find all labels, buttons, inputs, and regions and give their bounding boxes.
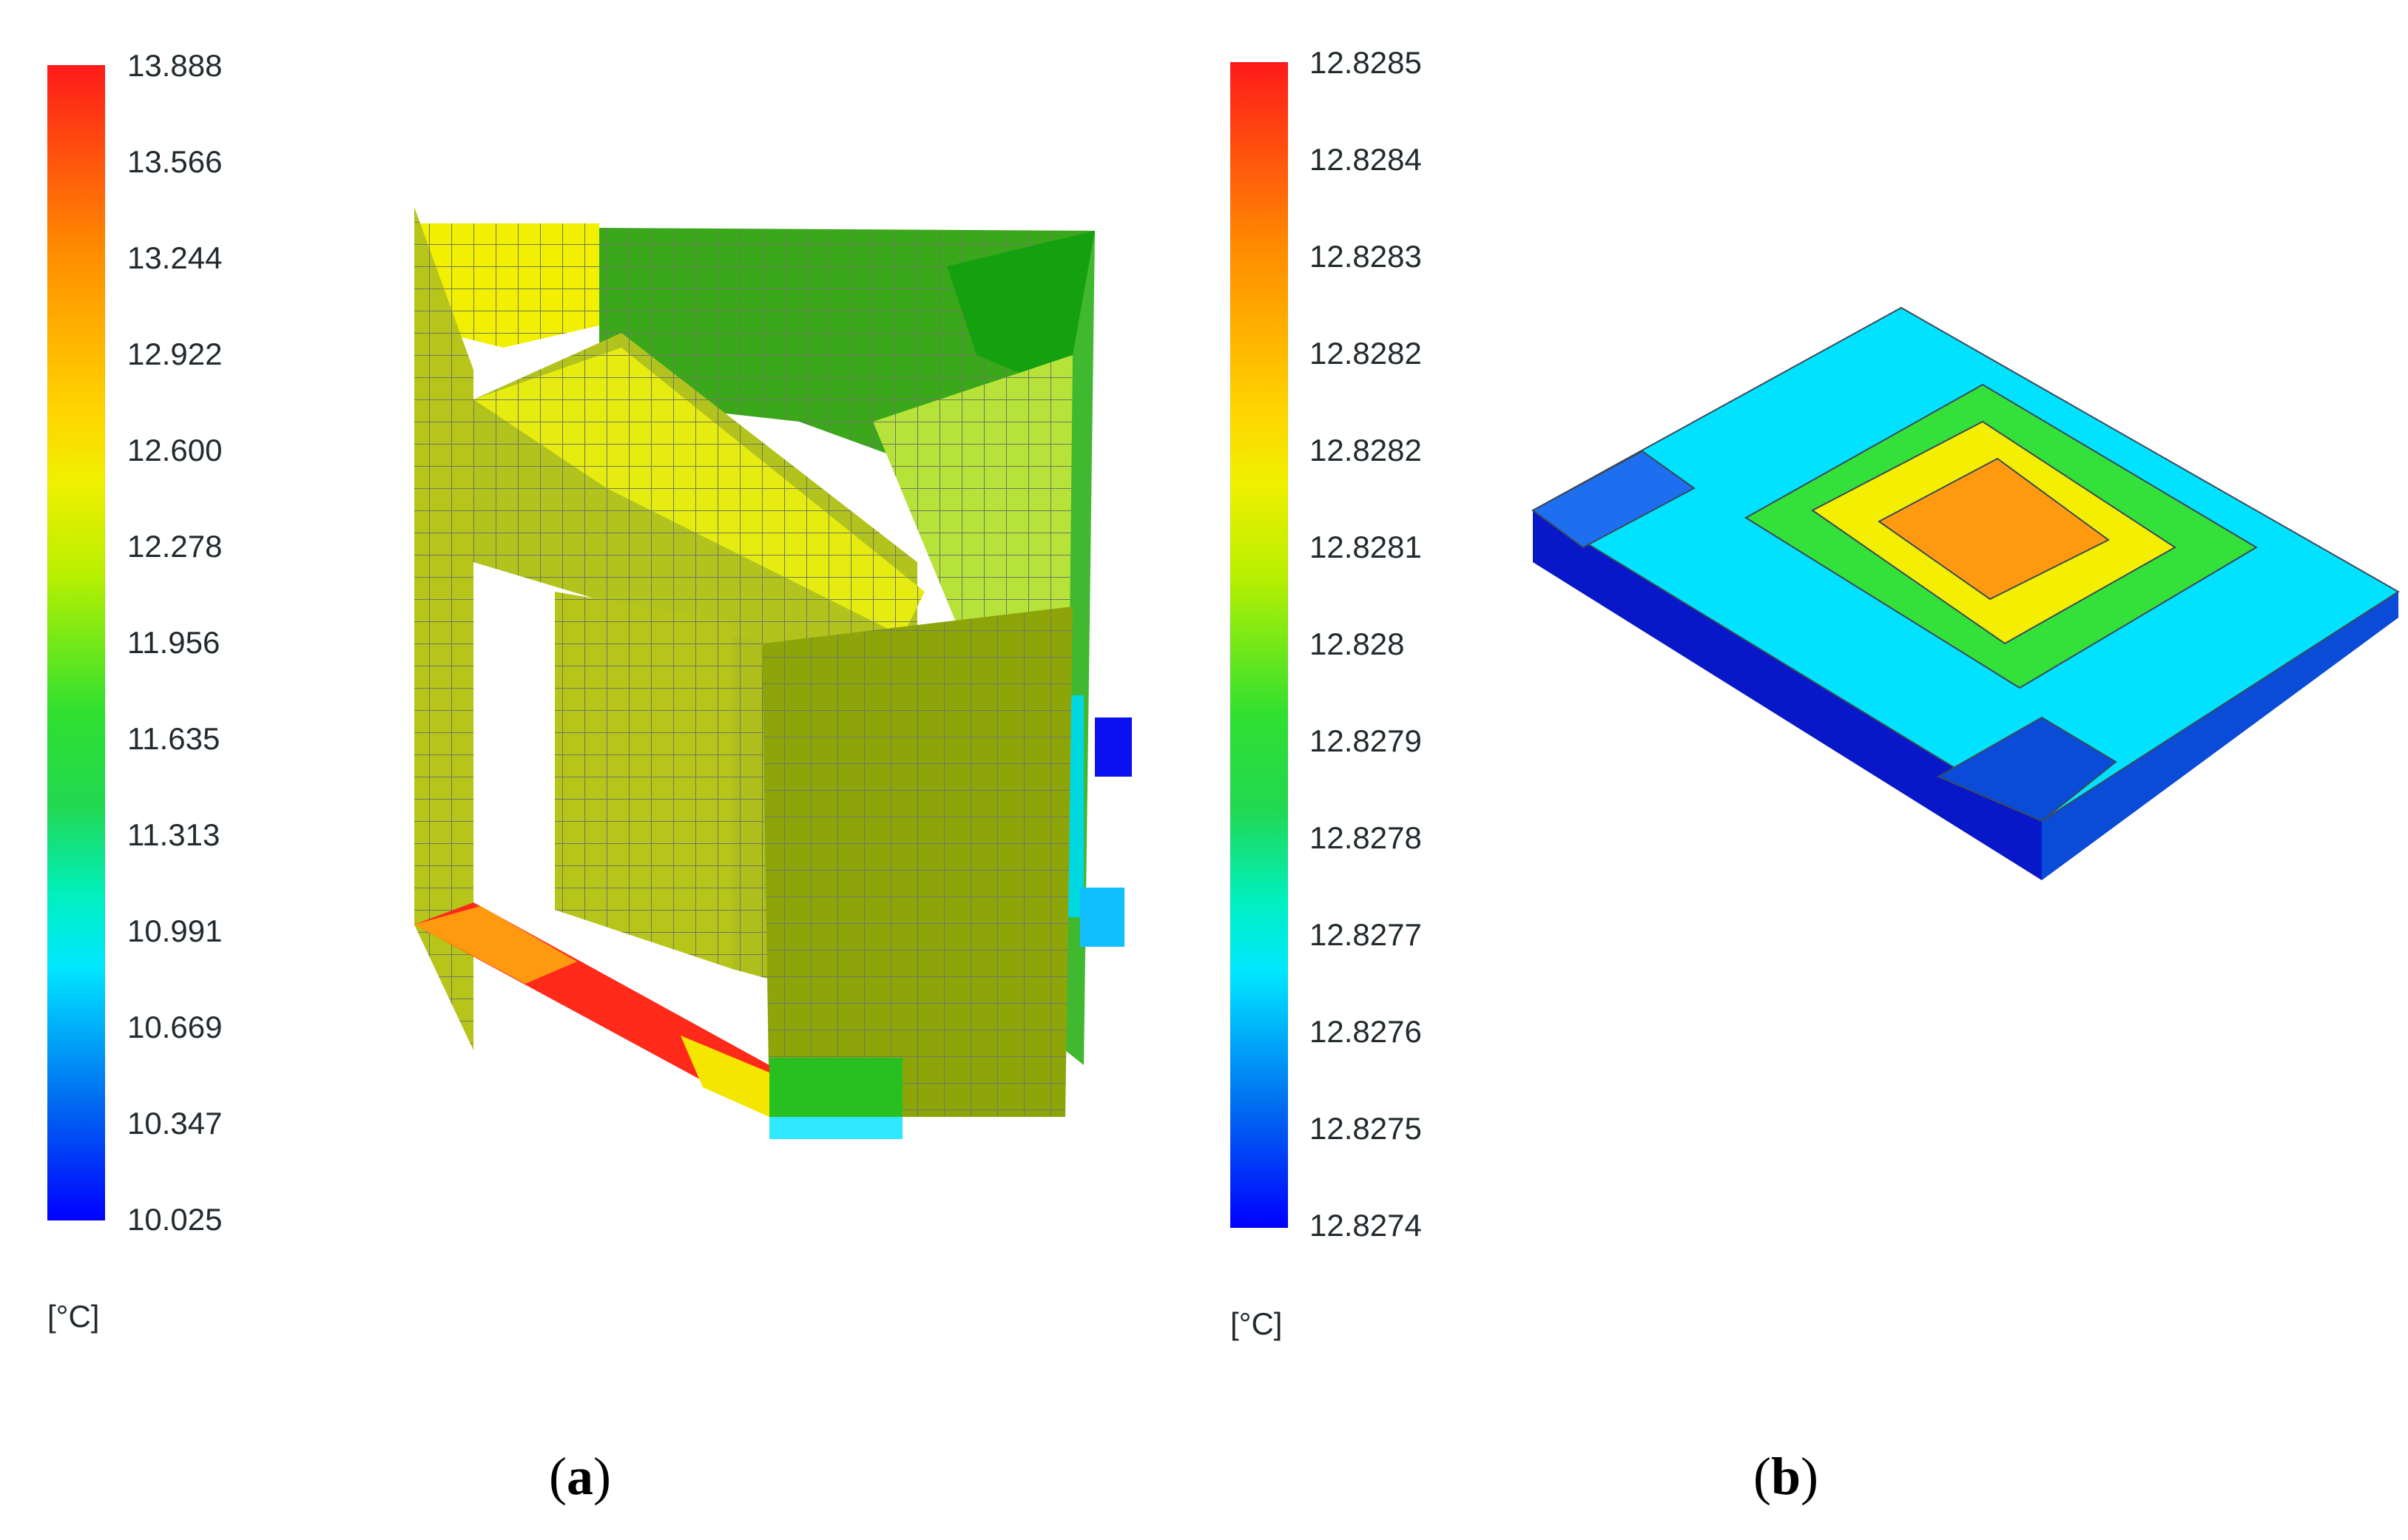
legend-tick-b: 12.8284 bbox=[1309, 142, 1422, 177]
caption-letter-a: a bbox=[566, 1447, 593, 1506]
legend-tick-a: 10.025 bbox=[127, 1202, 223, 1237]
legend-tick-a: 10.991 bbox=[127, 913, 223, 948]
legend-tick-a: 12.600 bbox=[127, 433, 223, 467]
legend-tick-b: 12.8281 bbox=[1309, 530, 1422, 564]
legend-tick-b: 12.8282 bbox=[1309, 433, 1422, 467]
legend-tick-b: 12.8275 bbox=[1309, 1111, 1422, 1146]
legend-tick-a: 13.566 bbox=[127, 144, 223, 179]
slab-right-side bbox=[2042, 592, 2398, 880]
legend-tick-b: 12.8283 bbox=[1309, 239, 1422, 274]
legend-bar-b bbox=[1230, 62, 1288, 1228]
cyan-cube bbox=[1080, 888, 1124, 947]
slab-mesh bbox=[1531, 306, 2400, 880]
legend-tick-a: 11.956 bbox=[127, 625, 220, 660]
legend-tick-b: 12.8274 bbox=[1309, 1208, 1422, 1243]
legend-tick-b: 12.8279 bbox=[1309, 723, 1422, 758]
slab-left-side bbox=[1533, 510, 2042, 880]
legend-tick-b: 12.8276 bbox=[1309, 1014, 1422, 1049]
legend-tick-b: 12.8285 bbox=[1309, 45, 1422, 80]
legend-tick-b: 12.8278 bbox=[1309, 820, 1422, 855]
caption-a: (a) bbox=[549, 1447, 611, 1506]
legend-tick-a: 13.888 bbox=[127, 48, 223, 83]
legend-tick-a: 11.635 bbox=[127, 721, 220, 756]
legend-tick-a: 10.347 bbox=[127, 1106, 223, 1141]
legend-bar-a bbox=[47, 65, 105, 1220]
legend-tick-a: 13.244 bbox=[127, 240, 223, 275]
legend-tick-b: 12.8277 bbox=[1309, 917, 1422, 952]
legend-tick-a: 12.922 bbox=[127, 337, 223, 371]
caption-letter-b: b bbox=[1770, 1447, 1801, 1506]
legend-tick-b: 12.828 bbox=[1309, 627, 1405, 661]
blue-cube bbox=[1095, 717, 1132, 777]
unit-label-b: [°C] bbox=[1230, 1306, 1283, 1341]
building-mesh bbox=[414, 207, 1132, 1139]
legend-tick-a: 12.278 bbox=[127, 529, 223, 564]
caption-b: (b) bbox=[1753, 1447, 1819, 1506]
legend-tick-a: 11.313 bbox=[127, 817, 220, 852]
unit-label-a: [°C] bbox=[47, 1299, 100, 1334]
legend-tick-b: 12.8282 bbox=[1309, 336, 1422, 371]
legend-tick-a: 10.669 bbox=[127, 1010, 223, 1044]
